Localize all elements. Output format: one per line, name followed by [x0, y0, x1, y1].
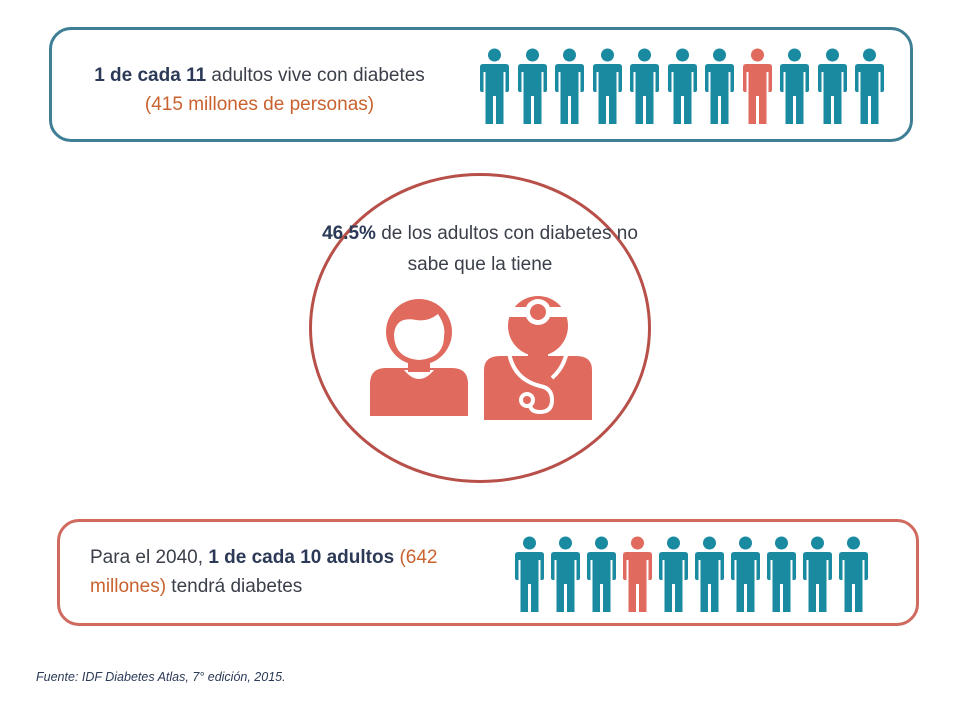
bottom-stat-text: Para el 2040, 1 de cada 10 adultos (642 … — [90, 543, 485, 601]
person-icon — [767, 536, 796, 612]
person-icon — [517, 48, 547, 124]
source-note: Fuente: IDF Diabetes Atlas, 7° edición, … — [36, 670, 286, 684]
bottom-stat-prefix: Para el 2040, — [90, 547, 209, 568]
highlighted-person-icon — [623, 536, 652, 612]
patient-icon — [370, 299, 468, 416]
person-icon — [803, 536, 832, 612]
person-icon — [515, 536, 544, 612]
top-stat-highlight: (415 millones de personas) — [144, 94, 375, 115]
person-icon — [630, 48, 659, 124]
top-stat-text: 1 de cada 11 adultos vive con diabetes (… — [57, 61, 462, 119]
bottom-stat-highlight: (642 millones) — [90, 547, 438, 597]
doctor-icon — [484, 296, 592, 420]
top-stat-card: 1 de cada 11 adultos vive con diabetes (… — [49, 27, 913, 142]
top-stat-strong: 1 de cada 11 — [94, 65, 207, 86]
person-icon — [480, 48, 509, 124]
middle-stat-body: de los adultos con diabetes no sabe que … — [375, 223, 638, 275]
person-icon — [551, 536, 580, 612]
person-icon — [780, 48, 809, 124]
person-icon — [855, 48, 884, 124]
middle-stat-circle: 46.5% de los adultos con diabetes no sab… — [309, 173, 651, 483]
person-icon — [667, 48, 697, 124]
bottom-stat-strong: 1 de cada 10 adultos — [208, 547, 395, 568]
person-icon — [587, 536, 616, 612]
top-people-row — [480, 48, 884, 124]
bottom-stat-suffix: tendrá diabetes — [166, 576, 303, 597]
person-icon — [731, 536, 760, 612]
highlighted-person-icon — [742, 48, 772, 124]
bottom-stat-card: Para el 2040, 1 de cada 10 adultos (642 … — [57, 519, 919, 626]
person-icon — [695, 536, 724, 612]
person-icon — [705, 48, 734, 124]
person-icon — [555, 48, 584, 124]
middle-stat-text: 46.5% de los adultos con diabetes no sab… — [312, 218, 648, 280]
top-stat-body: adultos vive con diabetes — [206, 65, 425, 86]
person-icon — [659, 536, 688, 612]
person-icon — [839, 536, 868, 612]
middle-stat-strong: 46.5% — [322, 223, 376, 244]
bottom-people-row — [515, 536, 868, 612]
person-icon — [592, 48, 622, 124]
person-icon — [817, 48, 847, 124]
